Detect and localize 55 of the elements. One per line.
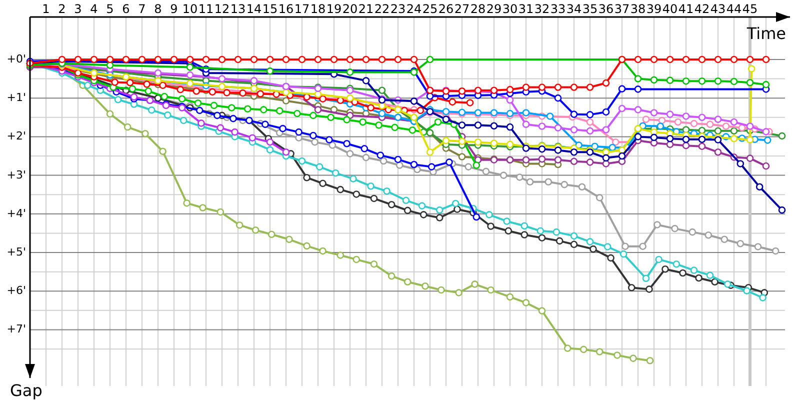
x-tick-label: 8: [154, 2, 162, 16]
x-tick-label: 6: [122, 2, 130, 16]
y-tick-label: +2': [6, 130, 26, 143]
x-tick-label: 19: [326, 2, 342, 16]
x-tick-label: 32: [534, 2, 550, 16]
x-tick-label: 25: [422, 2, 438, 16]
x-tick-label: 31: [518, 2, 534, 16]
x-tick-label: 26: [438, 2, 454, 16]
y-tick-label: +5': [6, 246, 26, 259]
x-tick-label: 21: [358, 2, 374, 16]
x-tick-label: 40: [662, 2, 678, 16]
x-tick-label: 16: [278, 2, 294, 16]
y-axis-title: Gap: [10, 381, 42, 400]
x-tick-label: 3: [74, 2, 82, 16]
x-tick-label: 7: [138, 2, 146, 16]
x-tick-label: 13: [230, 2, 246, 16]
x-tick-label: 22: [374, 2, 390, 16]
x-tick-label: 11: [198, 2, 214, 16]
x-tick-label: 10: [182, 2, 198, 16]
x-tick-label: 24: [406, 2, 422, 16]
x-tick-label: 14: [246, 2, 262, 16]
x-tick-label: 37: [614, 2, 630, 16]
y-tick-label: +0': [6, 52, 26, 66]
y-tick-label: +3': [6, 168, 26, 182]
x-tick-label: 1: [42, 2, 50, 16]
x-tick-label: 27: [454, 2, 470, 16]
x-tick-label: 5: [106, 2, 114, 16]
x-axis-title: Time: [746, 24, 786, 43]
x-tick-label: 42: [694, 2, 710, 16]
x-tick-label: 29: [486, 2, 502, 16]
x-tick-label: 9: [170, 2, 178, 16]
x-tick-label: 2: [58, 2, 66, 16]
x-tick-label: 33: [550, 2, 566, 16]
x-tick-label: 45: [742, 2, 758, 16]
x-tick-label: 28: [470, 2, 486, 16]
x-tick-label: 43: [710, 2, 726, 16]
x-tick-label: 4: [90, 2, 98, 16]
x-tick-label: 18: [310, 2, 326, 16]
x-tick-label: 44: [726, 2, 742, 16]
x-tick-label: 20: [342, 2, 358, 16]
x-tick-label: 12: [214, 2, 230, 16]
y-tick-label: +4': [6, 206, 26, 220]
x-tick-label: 35: [582, 2, 598, 16]
x-tick-label: 15: [262, 2, 278, 16]
x-tick-label: 36: [598, 2, 614, 16]
x-tick-label: 34: [566, 2, 582, 16]
x-tick-label: 38: [630, 2, 646, 16]
y-tick-label: +1': [6, 91, 26, 104]
x-tick-label: 17: [294, 2, 310, 16]
y-tick-label: +7': [6, 322, 26, 336]
x-tick-label: 30: [502, 2, 518, 16]
x-tick-label: 39: [646, 2, 662, 16]
y-tick-label: +6': [6, 284, 26, 298]
x-tick-label: 23: [390, 2, 406, 16]
x-tick-label: 41: [678, 2, 694, 16]
